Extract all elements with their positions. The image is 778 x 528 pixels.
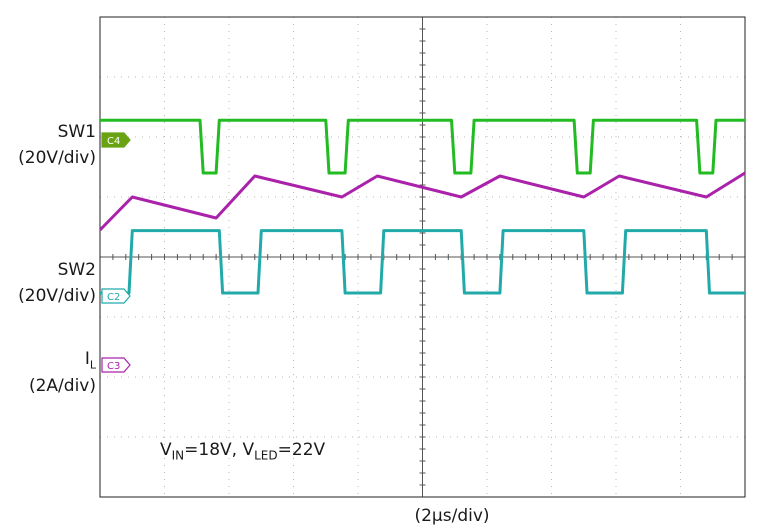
channel-marker-c4: C4 xyxy=(101,132,131,148)
vled-subscript: LED xyxy=(254,448,278,463)
channel-marker-shape xyxy=(101,288,131,304)
il-scale: (2A/div) xyxy=(28,376,96,396)
operating-condition-annotation: VIN=18V, VLED=22V xyxy=(160,440,325,462)
channel-marker-text: C4 xyxy=(107,136,120,147)
channel-marker-shape xyxy=(101,132,131,148)
vin-symbol: V xyxy=(160,440,172,460)
sw1-scale: (20V/div) xyxy=(18,148,96,168)
vin-value: =18V, xyxy=(184,440,243,460)
plot-frame xyxy=(99,16,746,498)
il-label-sub: L xyxy=(89,358,96,372)
sw2-scale: (20V/div) xyxy=(18,286,96,306)
channel-marker-text: C2 xyxy=(107,292,120,303)
vin-subscript: IN xyxy=(171,448,185,463)
x-axis-label: (2μs/div) xyxy=(414,506,490,526)
traces xyxy=(98,118,746,295)
channel-marker-shape xyxy=(101,357,131,373)
channel-marker-text: C3 xyxy=(107,361,120,372)
il-label: IL xyxy=(0,348,96,376)
sw1-label: SW1 xyxy=(57,122,96,142)
vled-value: =22V xyxy=(277,440,326,460)
trace-il xyxy=(98,171,746,232)
channel-markers: C4 C2 C3 xyxy=(101,132,131,373)
vled-symbol: V xyxy=(242,440,255,460)
il-label-main: I xyxy=(84,349,90,369)
trace-sw2 xyxy=(100,229,745,295)
trace-sw1 xyxy=(100,118,745,175)
sw2-label: SW2 xyxy=(57,260,96,280)
channel-marker-c3: C3 xyxy=(101,357,131,373)
grid xyxy=(100,17,745,497)
channel-marker-c2: C2 xyxy=(101,288,131,304)
